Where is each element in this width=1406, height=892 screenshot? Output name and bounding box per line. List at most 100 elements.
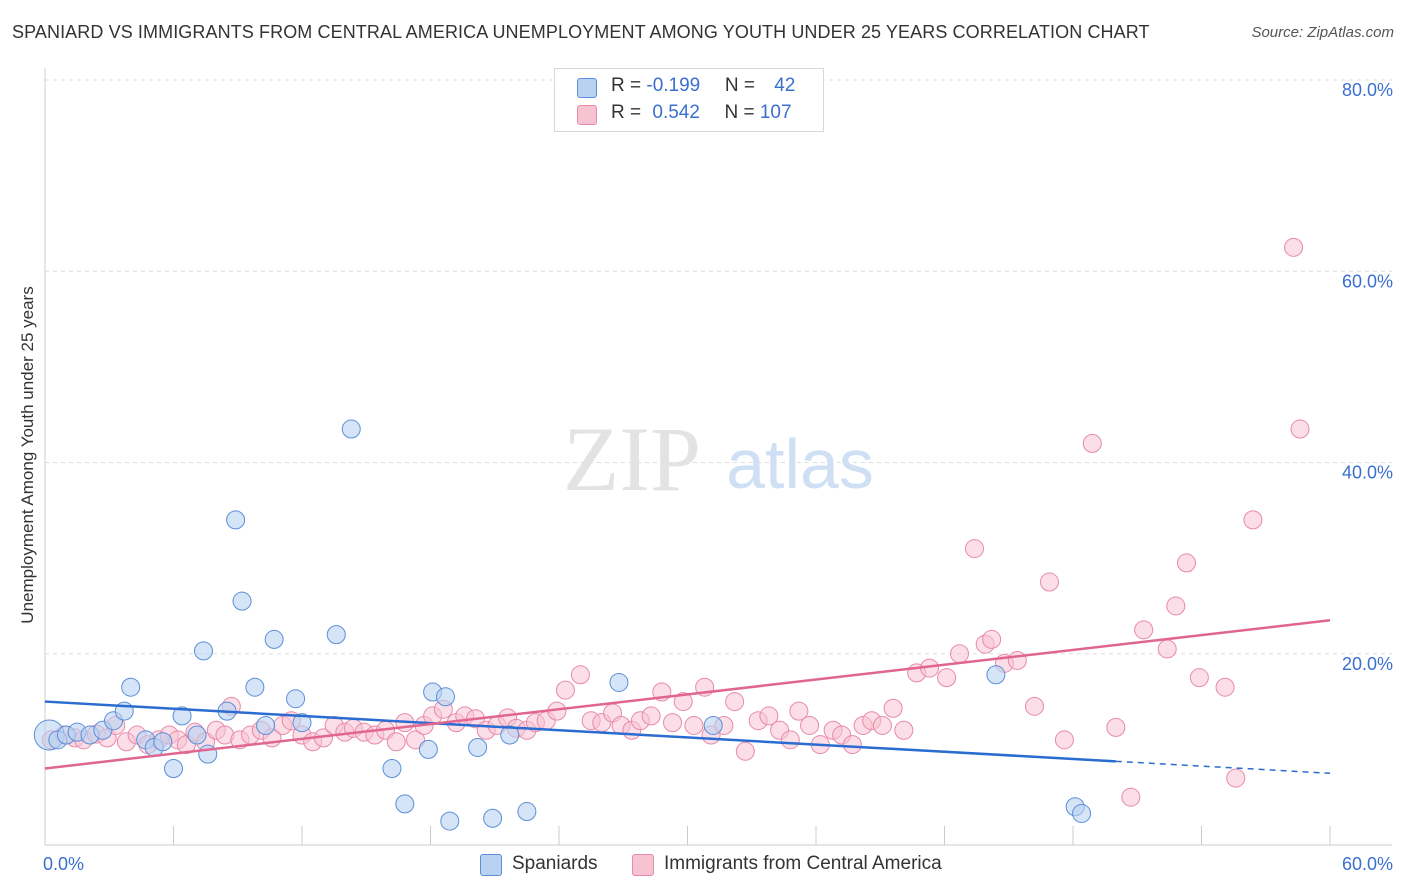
- bottom-legend-label-immigrants: Immigrants from Central America: [664, 853, 942, 874]
- data-point-spaniards: [609, 672, 629, 692]
- watermark: ZIP atlas: [563, 408, 874, 510]
- spaniards-points: [33, 419, 1092, 831]
- trend-line-immigrants: [44, 619, 1331, 770]
- data-point-immigrants: [982, 629, 1002, 649]
- data-point-immigrants: [759, 706, 779, 726]
- data-point-immigrants: [386, 732, 406, 752]
- data-point-spaniards: [468, 737, 488, 757]
- data-point-spaniards: [483, 808, 503, 828]
- data-point-immigrants: [1243, 510, 1263, 530]
- legend-r-value-spaniards: -0.199: [646, 75, 701, 96]
- data-point-immigrants: [842, 735, 862, 755]
- data-point-immigrants: [1157, 639, 1177, 659]
- data-point-immigrants: [894, 720, 914, 740]
- data-point-immigrants: [1024, 696, 1044, 716]
- data-point-immigrants: [1290, 419, 1310, 439]
- data-point-spaniards: [986, 665, 1006, 685]
- data-point-immigrants: [883, 698, 903, 718]
- data-point-spaniards: [382, 759, 402, 778]
- data-point-immigrants: [570, 665, 590, 685]
- bottom-legend-swatch-spaniards: [480, 854, 502, 876]
- legend-swatch-immigrants: [577, 105, 597, 125]
- data-point-immigrants: [872, 715, 892, 735]
- data-point-immigrants: [673, 692, 693, 712]
- data-point-spaniards: [264, 629, 284, 649]
- data-point-spaniards: [232, 591, 252, 611]
- trend-lines: [44, 619, 1331, 775]
- data-point-spaniards: [435, 687, 455, 707]
- data-point-spaniards: [226, 510, 246, 530]
- data-point-spaniards: [500, 725, 520, 745]
- data-point-immigrants: [1215, 677, 1235, 697]
- data-point-immigrants: [641, 706, 661, 726]
- data-point-spaniards: [326, 625, 346, 645]
- data-point-immigrants: [555, 680, 575, 700]
- trend-line-spaniards-extension: [1115, 760, 1331, 775]
- source-label: Source: ZipAtlas.com: [1251, 24, 1394, 41]
- data-point-spaniards: [121, 677, 141, 697]
- data-point-immigrants: [949, 644, 969, 664]
- data-point-immigrants: [735, 741, 755, 761]
- data-point-immigrants: [1054, 730, 1074, 750]
- x-tick-label: 0.0%: [43, 854, 84, 874]
- data-point-immigrants: [725, 692, 745, 712]
- data-point-spaniards: [193, 641, 213, 661]
- data-point-immigrants: [1106, 717, 1126, 737]
- data-point-immigrants: [1166, 596, 1186, 616]
- tick-labels: 20.0% 40.0% 60.0% 80.0% 0.0% 60.0%: [43, 80, 1393, 874]
- chart-title: SPANIARD VS IMMIGRANTS FROM CENTRAL AMER…: [12, 22, 1150, 42]
- data-point-immigrants: [1082, 433, 1102, 453]
- data-point-immigrants: [1039, 572, 1059, 592]
- data-point-spaniards: [440, 811, 460, 831]
- data-point-immigrants: [1284, 237, 1304, 257]
- legend-n-value-spaniards: 42: [774, 75, 796, 96]
- data-point-immigrants: [964, 539, 984, 559]
- axes: [44, 68, 1392, 846]
- data-point-immigrants: [1134, 620, 1154, 640]
- y-axis-label: Unemployment Among Youth under 25 years: [18, 286, 37, 624]
- data-point-spaniards: [164, 759, 183, 778]
- x-tick-label: 60.0%: [1342, 854, 1393, 874]
- data-point-immigrants: [937, 668, 957, 688]
- trend-line-spaniards: [44, 700, 1116, 763]
- y-tick-label: 20.0%: [1342, 654, 1393, 674]
- legend-n-label: N =: [724, 75, 761, 96]
- legend-n-value-immigrants: 107: [759, 102, 792, 123]
- legend-r-label: R =: [611, 75, 647, 96]
- legend-swatch-spaniards: [577, 78, 597, 98]
- data-point-spaniards: [256, 715, 276, 735]
- data-point-immigrants: [1177, 553, 1197, 573]
- legend-r-label: R =: [611, 102, 647, 123]
- data-point-spaniards: [395, 794, 415, 814]
- data-point-immigrants: [406, 730, 426, 750]
- data-point-spaniards: [418, 739, 438, 759]
- data-point-spaniards: [245, 677, 265, 697]
- data-point-spaniards: [187, 725, 207, 745]
- data-point-immigrants: [663, 713, 683, 733]
- data-point-immigrants: [684, 715, 704, 735]
- data-point-spaniards: [341, 419, 361, 439]
- data-point-immigrants: [1121, 787, 1141, 807]
- data-point-spaniards: [286, 689, 306, 709]
- watermark-zip: ZIP: [563, 408, 701, 510]
- legend-n-label: N =: [724, 102, 760, 123]
- data-point-spaniards: [517, 802, 537, 822]
- data-point-spaniards: [172, 706, 192, 726]
- correlation-legend: R = -0.199 N = 42 R = 0.542 N = 107: [554, 68, 824, 132]
- data-point-immigrants: [780, 730, 800, 750]
- legend-r-value-immigrants: 0.542: [652, 102, 700, 123]
- y-tick-label: 80.0%: [1342, 80, 1393, 100]
- data-point-immigrants: [789, 701, 809, 721]
- data-point-spaniards: [1072, 803, 1092, 823]
- data-point-immigrants: [1226, 768, 1246, 788]
- data-point-spaniards: [703, 715, 723, 735]
- data-point-spaniards: [292, 713, 312, 733]
- data-point-immigrants: [1007, 650, 1027, 670]
- y-tick-label: 40.0%: [1342, 463, 1393, 483]
- y-tick-label: 60.0%: [1342, 271, 1393, 291]
- watermark-atlas: atlas: [726, 425, 874, 503]
- data-point-spaniards: [153, 732, 173, 752]
- data-point-immigrants: [800, 715, 820, 735]
- bottom-legend-label-spaniards: Spaniards: [512, 853, 598, 874]
